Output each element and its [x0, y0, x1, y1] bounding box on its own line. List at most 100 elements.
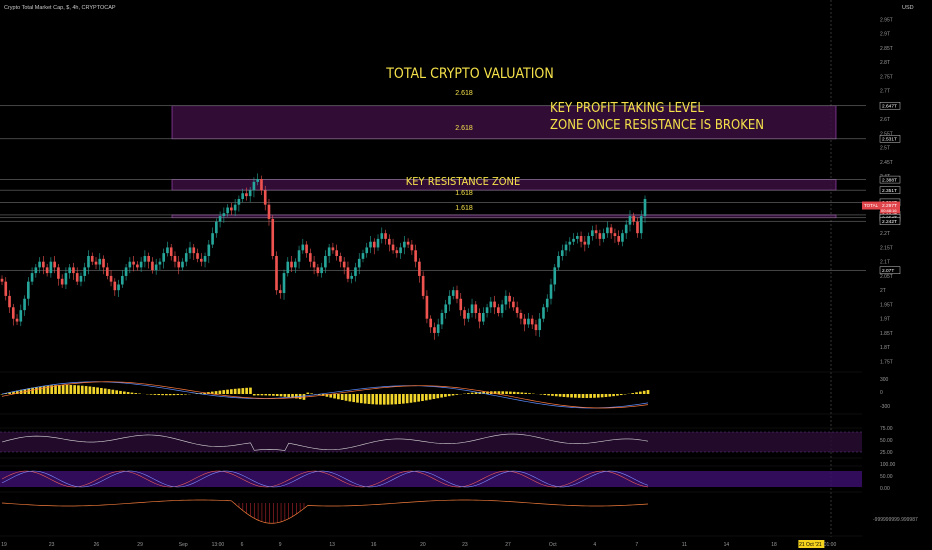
candle-body — [45, 267, 49, 274]
candle-body — [436, 324, 440, 333]
candle-body — [226, 207, 229, 214]
macd-histogram-bar — [103, 388, 107, 394]
candle-body — [575, 236, 579, 239]
candle-body — [365, 247, 369, 254]
x-tick-label: 4 — [593, 542, 596, 548]
macd-histogram-bar — [46, 385, 50, 394]
time-axis[interactable]: 19 23 26 29 Sep 13:00 6 9 13 16 20 23 27 Oct 4 7 11 14 18 2… — [1, 540, 836, 548]
macd-histogram-bar — [409, 394, 413, 403]
candle-body — [8, 295, 11, 308]
candle-body — [282, 273, 286, 294]
price-tick-label: 1.9T — [880, 317, 890, 323]
price-tick-label: 1.95T — [880, 302, 893, 308]
macd-histogram-bar — [352, 394, 356, 403]
macd-histogram-bar — [539, 394, 543, 395]
candle-body — [508, 295, 511, 302]
x-tick-label: 7 — [635, 542, 638, 548]
candle-body — [301, 244, 305, 251]
macd-histogram-bar — [646, 390, 650, 394]
candle-body — [459, 298, 463, 311]
candle-body — [515, 307, 519, 313]
candle-body — [470, 304, 474, 313]
candle-body — [230, 207, 233, 211]
candle-body — [387, 238, 391, 245]
candle-body — [320, 267, 323, 274]
candle-body — [147, 255, 150, 262]
candle-body — [624, 224, 628, 234]
candle-body — [403, 241, 406, 248]
symbol-header[interactable]: Crypto Total Market Cap, $, 4h, CRYPTOCA… — [4, 5, 116, 11]
level-price-tag — [879, 135, 901, 143]
macd-histogram-bar — [80, 385, 84, 394]
profit-zone-label-line1: KEY PROFIT TAKING LEVEL — [550, 101, 704, 116]
candle-body — [169, 247, 173, 256]
candle-body — [286, 261, 290, 274]
candle-body — [463, 310, 466, 319]
indicator-tick-label: 50.00 — [880, 438, 893, 444]
rsi-band — [0, 432, 862, 452]
candle-body — [124, 267, 128, 276]
candle-body — [643, 198, 647, 217]
price-tick-label: 2.15T — [880, 245, 893, 251]
macd-histogram-bar — [69, 385, 73, 394]
price-tick-label: 2.8T — [880, 60, 890, 66]
macd-histogram-bar — [642, 390, 646, 394]
series-name-label: TOTAL — [864, 203, 879, 208]
candle-body — [594, 230, 598, 234]
candle-body — [42, 261, 45, 268]
macd-histogram-bar — [115, 390, 119, 394]
candle-body — [72, 267, 75, 274]
candle-body — [38, 261, 41, 268]
price-tick-label: 2.55T — [880, 131, 893, 137]
macd-histogram-bar — [122, 391, 126, 394]
macd-histogram-bar — [493, 391, 497, 394]
macd-histogram-bar — [619, 394, 623, 396]
macd-histogram-bar — [413, 394, 417, 403]
macd-histogram-bar — [436, 394, 440, 399]
x-tick-label: 9 — [279, 542, 282, 548]
indicator-tick-label: -300 — [880, 404, 890, 410]
candle-body — [132, 261, 135, 265]
x-tick-label: 16 — [371, 542, 377, 548]
candle-body — [410, 244, 414, 251]
candle-body — [4, 281, 8, 296]
candle-body — [90, 255, 94, 262]
macd-histogram-bar — [249, 387, 252, 394]
candle-body — [199, 258, 203, 262]
price-tick-label: 1.75T — [880, 359, 893, 365]
candle-body — [252, 181, 256, 191]
candle-body — [166, 247, 169, 254]
candle-body — [181, 261, 184, 268]
x-tick-label: 13 — [329, 542, 335, 548]
indicator-tick-label: 0.00 — [880, 486, 890, 492]
macd-histogram-bar — [424, 394, 428, 401]
x-tick-label: 23 — [49, 542, 55, 548]
candle-body — [60, 278, 64, 285]
candle-body — [512, 301, 515, 308]
candle-body — [275, 255, 278, 291]
x-tick-label: 23 — [462, 542, 468, 548]
macd-histogram-bar — [593, 394, 596, 398]
level-price-label: 2.531T — [882, 137, 897, 143]
candle-body — [151, 261, 154, 271]
candle-body — [64, 273, 68, 285]
candle-body — [49, 261, 53, 274]
macd-histogram-bar — [100, 387, 103, 394]
macd-histogram-bar — [130, 392, 134, 394]
profit-zone-label-line2: ZONE ONCE RESISTANCE IS BROKEN — [550, 118, 764, 133]
macd-histogram-bar — [195, 393, 199, 394]
candle-body — [312, 261, 316, 268]
fib-level-lower-1: 1.618 — [455, 190, 473, 197]
stoch-band — [0, 471, 862, 487]
candle-body — [233, 204, 237, 211]
macd-histogram-bar — [608, 394, 612, 397]
resistance-zone-label: KEY RESISTANCE ZONE — [406, 175, 520, 188]
macd-histogram-bar — [390, 394, 394, 405]
macd-histogram-bar — [474, 392, 478, 394]
x-tick-label: 26 — [94, 542, 100, 548]
candle-body — [339, 255, 342, 262]
macd-histogram-bar — [57, 384, 61, 394]
indicator-tick-label: 100.00 — [880, 462, 896, 468]
